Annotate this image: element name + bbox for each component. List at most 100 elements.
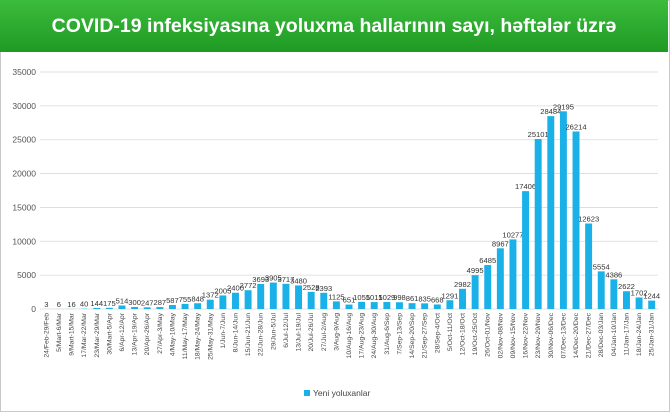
bar — [408, 303, 416, 309]
bar — [572, 131, 580, 309]
y-tick-label: 30000 — [12, 101, 36, 111]
bar — [522, 191, 530, 309]
x-tick-label: 1/Jun-7/Jun — [220, 313, 227, 349]
bar — [232, 292, 239, 309]
title-banner — [0, 0, 668, 52]
bar — [585, 223, 593, 309]
x-tick-label: 14/Sep-20/Sep — [409, 313, 416, 359]
bar — [131, 306, 139, 309]
x-tick-label: 13/Jul-19/Jul — [296, 313, 303, 352]
data-label: 587 — [166, 296, 179, 305]
x-tick-label: 6/Jul-12/Jul — [283, 313, 290, 348]
x-tick-label: 5/Oct-11/Oct — [447, 313, 454, 351]
data-label: 247 — [141, 298, 154, 307]
x-tick-label: 25/May-31/May — [207, 312, 214, 359]
bar — [257, 283, 265, 309]
data-label: 4995 — [467, 266, 484, 275]
chart-title: COVID-19 infeksiyasına yoluxma hallarını… — [51, 15, 617, 37]
x-tick-label: 9/Mart-15/Mar — [69, 312, 76, 355]
x-tick-label: 30/Mart-5/Apr — [106, 312, 113, 354]
x-tick-label: 27/Apr-3/May — [157, 312, 164, 353]
x-tick-label: 28/Sep-4/Oct — [434, 313, 441, 353]
bar — [345, 304, 353, 309]
bar — [168, 305, 176, 309]
x-tick-label: 21/Dec-27/Dec — [586, 312, 593, 358]
x-tick-label: 11/May-17/May — [182, 312, 189, 359]
data-label: 1702 — [631, 288, 648, 297]
data-label: 5554 — [593, 262, 610, 271]
x-tick-label: 11/Jan-17/Jan — [623, 313, 630, 356]
y-tick-label: 0 — [31, 304, 36, 314]
data-label: 651 — [343, 296, 356, 305]
x-tick-label: 19/Oct-25/Oct — [472, 313, 479, 355]
y-tick-label: 15000 — [12, 202, 36, 212]
data-label: 668 — [431, 295, 444, 304]
data-label: 3905 — [265, 274, 282, 283]
data-label: 1029 — [378, 293, 395, 302]
data-label: 835 — [418, 294, 431, 303]
x-tick-label: 18/Jan-24/Jan — [636, 313, 643, 356]
bar — [635, 297, 643, 309]
x-tick-label: 17/Mar-22/Mar — [81, 312, 88, 357]
x-tick-label: 14/Dec-20/Dec — [573, 312, 580, 358]
bar — [269, 282, 277, 309]
data-label: 3 — [44, 300, 48, 309]
bar — [648, 300, 656, 309]
bar — [509, 239, 517, 309]
data-label: 861 — [406, 294, 419, 303]
data-label: 2772 — [240, 281, 257, 290]
x-tick-label: 21/Sep-27/Sep — [422, 313, 429, 359]
y-tick-label: 20000 — [12, 169, 36, 179]
bar — [459, 288, 466, 309]
data-label: 1055 — [353, 293, 370, 302]
x-tick-label: 23/Mar-29/Mar — [94, 312, 101, 357]
data-label: 144 — [90, 299, 103, 308]
bar — [484, 265, 492, 309]
bar — [332, 301, 340, 309]
bar — [181, 303, 189, 309]
data-label: 1015 — [366, 293, 383, 302]
bar — [219, 295, 227, 309]
data-label: 3480 — [290, 276, 307, 285]
x-tick-label: 26/Oct-01/Nov — [485, 312, 492, 356]
bar — [118, 305, 126, 309]
x-tick-label: 07/Dec-13/Dec — [560, 312, 567, 358]
x-tick-label: 15/Jun-21/Jun — [245, 313, 252, 356]
data-label: 6 — [57, 300, 61, 309]
y-tick-label: 5000 — [17, 270, 36, 280]
bar — [143, 307, 151, 309]
data-label: 755 — [179, 295, 192, 304]
data-label: 8967 — [492, 239, 509, 248]
bar — [320, 292, 328, 309]
data-label: 6485 — [479, 256, 496, 265]
data-label: 1244 — [643, 292, 660, 301]
bar — [597, 271, 605, 309]
x-tick-label: 10/Aug-16/Aug — [346, 313, 353, 359]
data-label: 40 — [80, 300, 88, 309]
x-tick-label: 23/Nov-29/Nov — [535, 312, 542, 358]
data-label: 29195 — [553, 102, 574, 111]
x-tick-label: 3/Aug-9/Aug — [333, 313, 340, 351]
data-label: 10277 — [502, 230, 523, 239]
data-label: 998 — [393, 293, 406, 302]
data-label: 17406 — [515, 182, 536, 191]
data-label: 1372 — [202, 291, 219, 300]
legend-label: Yeni yoluxanlar — [313, 388, 371, 398]
x-tick-label: 18/May-24/May — [195, 312, 202, 359]
bar — [358, 301, 366, 309]
data-label: 26214 — [565, 122, 586, 131]
data-label: 1291 — [441, 291, 458, 300]
y-tick-label: 35000 — [12, 67, 36, 77]
data-label: 16 — [67, 300, 75, 309]
x-tick-label: 27/Jul-2/Aug — [321, 313, 328, 351]
data-label: 514 — [116, 297, 129, 306]
x-tick-label: 7/Sep-13/Sep — [396, 313, 403, 355]
x-tick-label: 04/Jan-10/Jan — [611, 313, 618, 356]
bar — [446, 300, 454, 309]
bar — [370, 302, 378, 309]
bar — [206, 299, 214, 309]
x-tick-label: 25/Jan-31/Jan — [649, 313, 656, 356]
data-label: 2528 — [303, 283, 320, 292]
